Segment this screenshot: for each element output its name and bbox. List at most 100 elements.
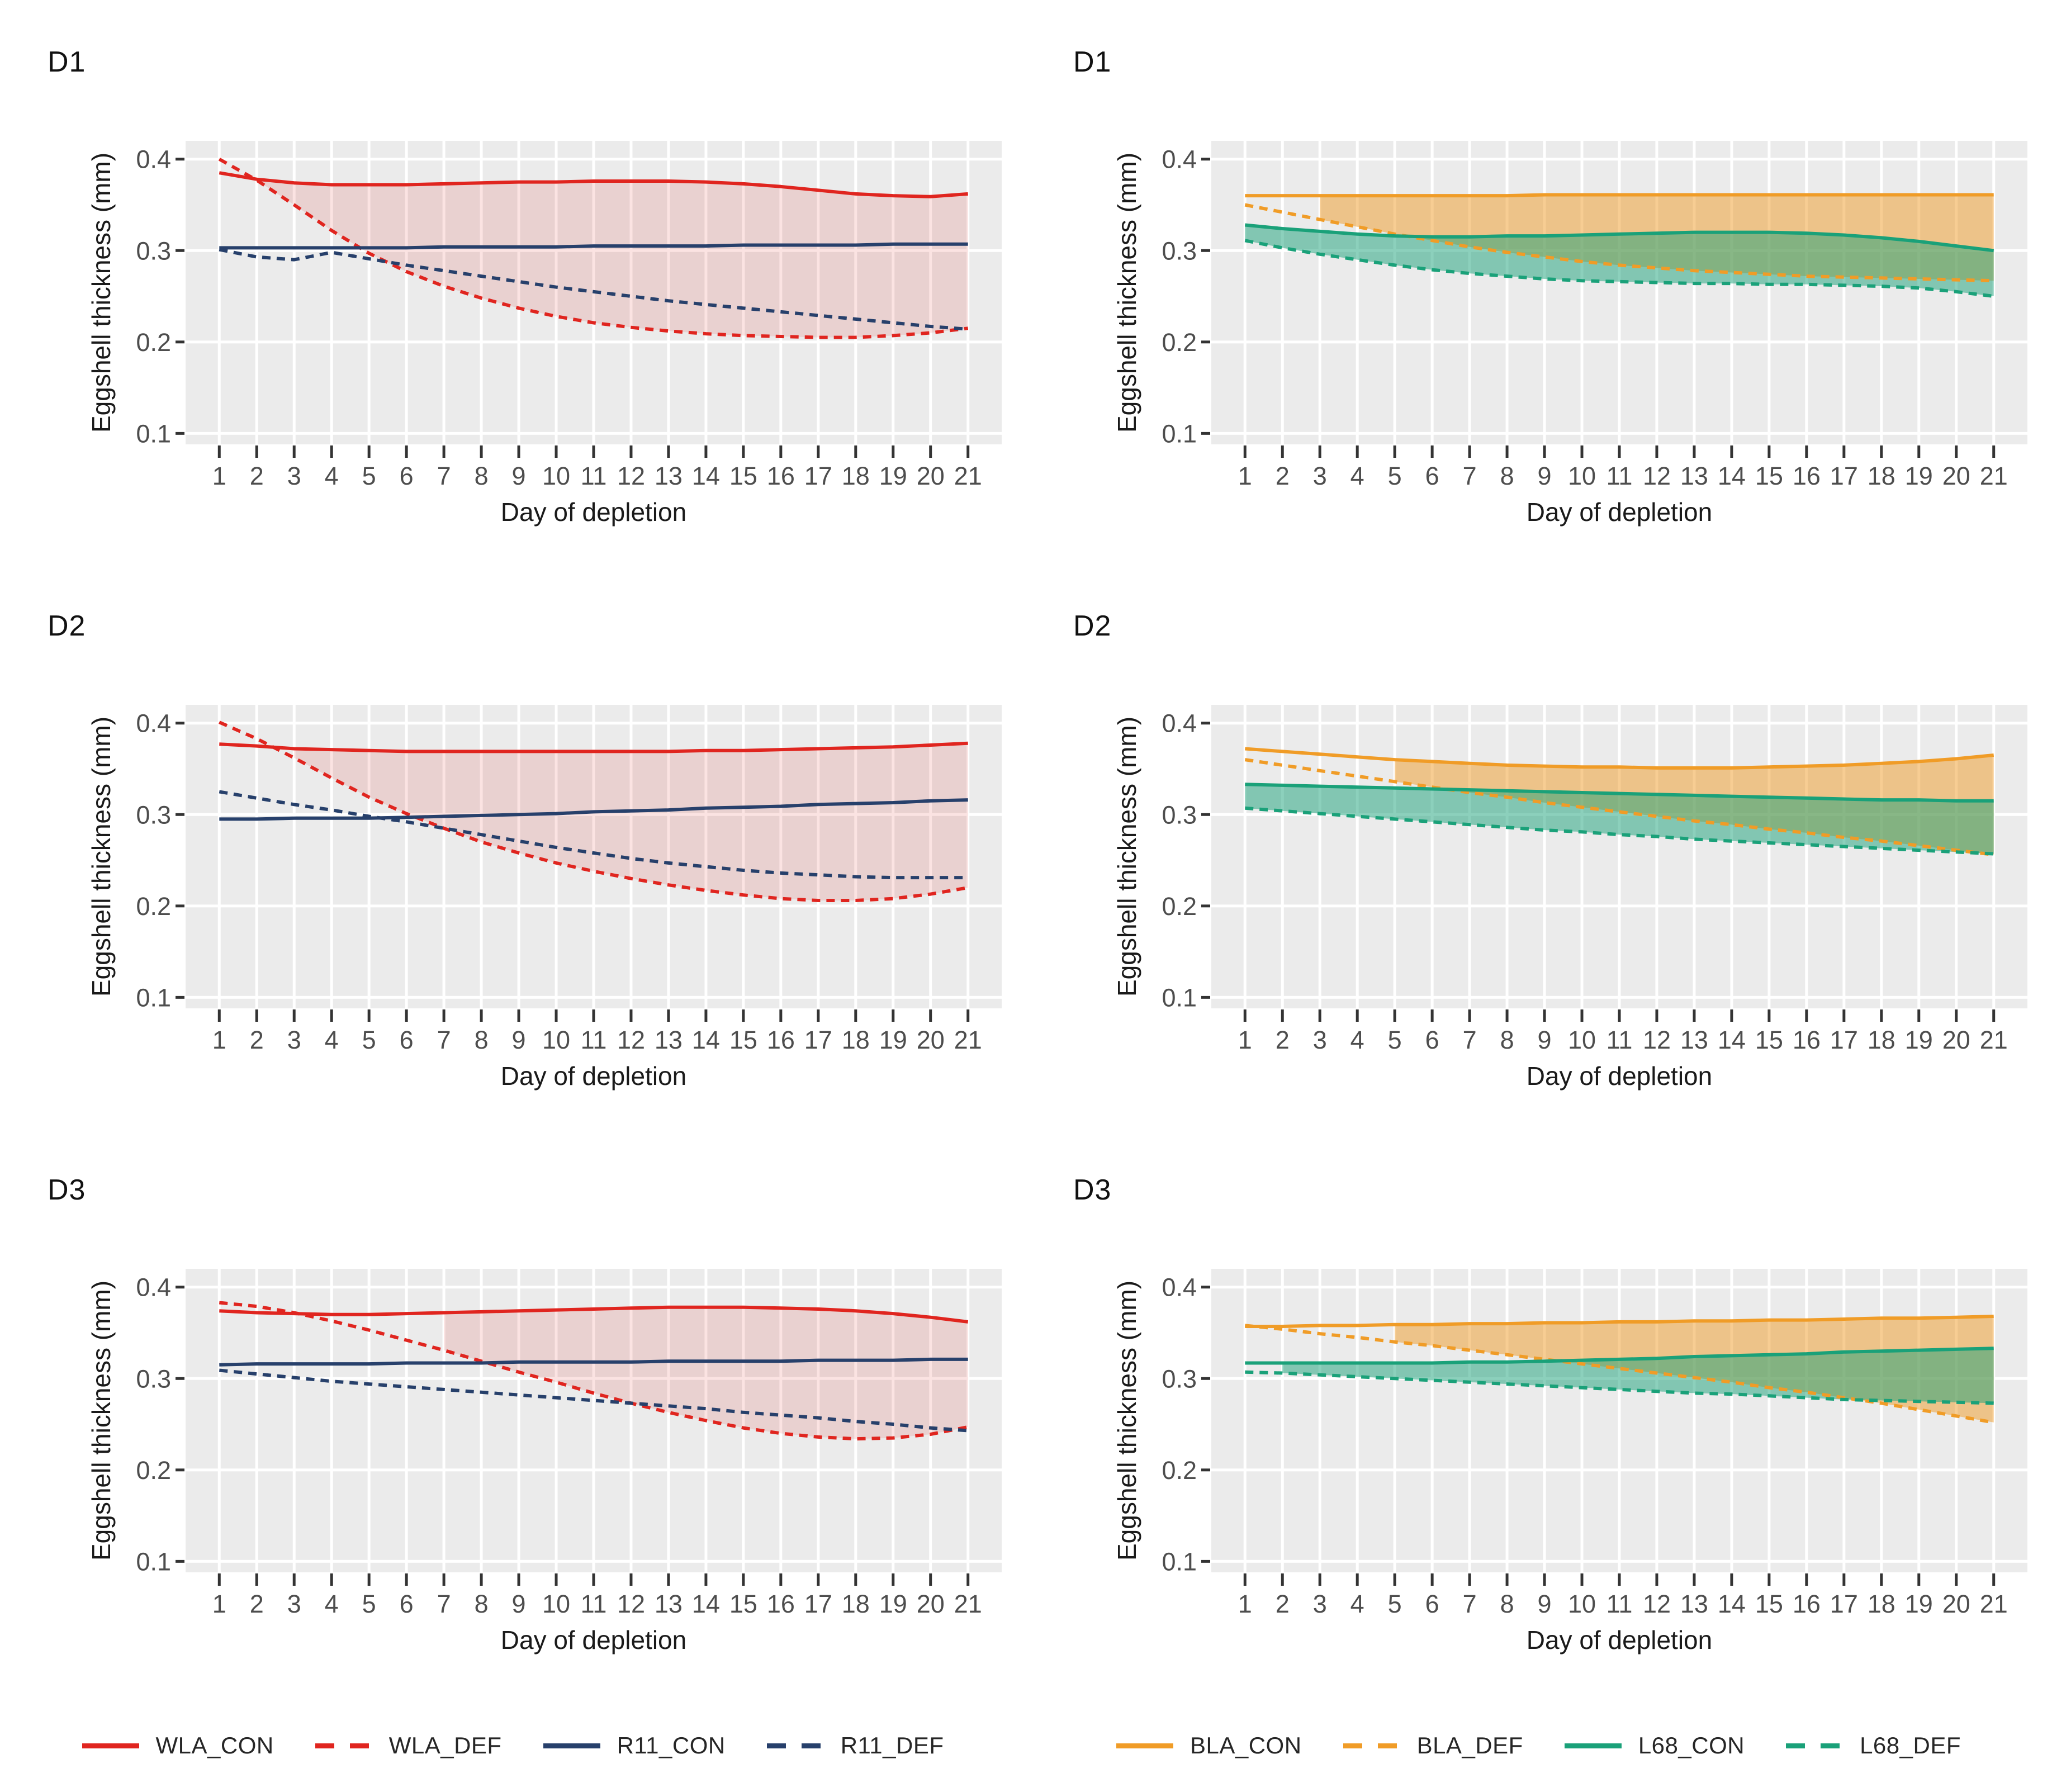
y-tick-label: 0.4 [136, 145, 171, 174]
solid-line-swatch-icon [82, 1743, 139, 1748]
legend-label: BLA_CON [1190, 1732, 1302, 1758]
x-tick-label: 5 [362, 462, 376, 490]
chart-panel-d3-right: D3 Eggshell thickness (mm) 0.1 0.2 0.3 0.4 1… [1026, 1174, 2051, 1655]
x-tick-label: 17 [804, 1026, 832, 1054]
series-L68_DEF [1245, 806, 1994, 856]
series-BLA_CON [1245, 193, 1994, 198]
x-axis-label: Day of depletion [1526, 1625, 1713, 1654]
series-L68_DEF [1244, 239, 1994, 298]
y-tick-label: 0.3 [136, 800, 171, 829]
axis-ticks: 0.10.20.30.41 2 3 4 5 6 7 8 9 10 11 12 13 14 15 16 17 18 1… [136, 709, 982, 1054]
left-column: D1 Eggshell thickness (mm) 0.1 0.2 0.3 0.4 1… [0, 46, 1026, 1759]
x-tick-label: 18 [842, 1590, 870, 1618]
ribbon-wla [257, 179, 968, 338]
series-BLA_CON [1245, 747, 1994, 770]
x-tick-label: 21 [954, 462, 982, 490]
series-R11_CON [219, 798, 968, 821]
x-tick-label: 16 [1793, 462, 1821, 490]
x-tick-label: 21 [1980, 1590, 2008, 1618]
x-tick-label: 3 [287, 1590, 301, 1618]
panel-title: D2 [1073, 610, 1112, 642]
y-axis-label: Eggshell thickness (mm) [1112, 716, 1141, 997]
x-tick-label: 5 [1388, 462, 1402, 490]
x-tick-label: 18 [1868, 1026, 1895, 1054]
x-tick-label: 13 [655, 1026, 683, 1054]
x-tick-label: 8 [475, 1590, 489, 1618]
x-tick-label: 9 [1538, 1026, 1552, 1054]
ribbon-wla [294, 743, 968, 900]
plot-area: 0.10.20.30.41 2 3 4 5 6 7 8 9 10 11 12 13 14 15 16 17 18 1… [1162, 705, 2027, 1054]
series-WLA_DEF [219, 720, 969, 902]
series-lines [1244, 747, 1994, 857]
plot-area: 0.10.20.30.41 2 3 4 5 6 7 8 9 10 11 12 13 14 15 16 17 18 1… [1162, 1269, 2027, 1618]
x-tick-label: 6 [400, 1590, 414, 1618]
x-tick-label: 9 [512, 1026, 526, 1054]
series-BLA_DEF [1244, 758, 1994, 857]
panel-title: D3 [48, 1174, 86, 1206]
x-tick-label: 15 [1755, 1026, 1783, 1054]
axis-ticks: 0.10.20.30.41 2 3 4 5 6 7 8 9 10 11 12 13 14 15 16 17 18 1… [1162, 145, 2007, 490]
legend-right: BLA_CON BLA_DEF L68_CON L68_DEF [1026, 1732, 2051, 1759]
x-tick-label: 14 [692, 1590, 720, 1618]
y-tick-label: 0.2 [1162, 1456, 1197, 1485]
x-tick-label: 1 [1238, 1590, 1252, 1618]
series-R11_DEF [219, 1368, 968, 1433]
ribbon-l68 [1245, 784, 1994, 854]
x-tick-label: 10 [542, 462, 570, 490]
x-axis-label: Day of depletion [1526, 497, 1713, 527]
x-tick-label: 11 [581, 1026, 607, 1054]
x-tick-label: 13 [1680, 1026, 1708, 1054]
x-tick-label: 18 [1868, 462, 1895, 490]
x-tick-label: 5 [1388, 1026, 1402, 1054]
legend-item-r11_def: R11_DEF [766, 1732, 944, 1759]
x-tick-label: 17 [1830, 1026, 1858, 1054]
series-lines [219, 1301, 969, 1441]
x-tick-label: 18 [1868, 1590, 1895, 1618]
x-tick-label: 3 [1313, 462, 1327, 490]
ribbons [1245, 195, 1994, 296]
x-tick-label: 1 [212, 1590, 226, 1618]
x-tick-label: 20 [1942, 462, 1970, 490]
y-tick-label: 0.3 [1162, 1364, 1197, 1393]
legend-item-r11_con: R11_CON [543, 1732, 726, 1759]
y-tick-label: 0.2 [136, 328, 171, 357]
x-tick-label: 8 [475, 1026, 489, 1054]
x-tick-label: 21 [954, 1590, 982, 1618]
series-WLA_CON [219, 741, 968, 753]
chart-panel-d1-left: D1 Eggshell thickness (mm) 0.1 0.2 0.3 0.4 1… [0, 46, 1026, 527]
x-tick-label: 12 [1643, 1026, 1671, 1054]
y-tick-label: 0.1 [1162, 419, 1197, 448]
x-tick-label: 5 [1388, 1590, 1402, 1618]
x-tick-label: 12 [617, 462, 645, 490]
ribbon-l68 [1245, 225, 1994, 296]
y-tick-label: 0.1 [1162, 1547, 1197, 1576]
x-tick-label: 12 [617, 1590, 645, 1618]
x-tick-label: 14 [692, 1026, 720, 1054]
x-tick-label: 21 [1980, 462, 2008, 490]
x-tick-label: 19 [1905, 1590, 1933, 1618]
solid-line-swatch-icon [1564, 1743, 1622, 1748]
x-tick-label: 20 [917, 1026, 945, 1054]
series-WLA_DEF [218, 158, 969, 339]
x-tick-label: 12 [617, 1026, 645, 1054]
gridlines [186, 1269, 1002, 1572]
x-tick-label: 11 [1606, 1590, 1633, 1618]
legend-item-bla_con: BLA_CON [1116, 1732, 1302, 1759]
x-tick-label: 4 [1350, 1026, 1364, 1054]
x-tick-label: 7 [437, 1026, 451, 1054]
x-tick-label: 14 [692, 462, 720, 490]
x-tick-label: 5 [362, 1590, 376, 1618]
series-WLA_CON [219, 171, 968, 198]
x-tick-label: 4 [325, 462, 339, 490]
y-tick-label: 0.2 [1162, 892, 1197, 921]
x-tick-label: 13 [655, 1590, 683, 1618]
x-tick-label: 4 [325, 1026, 339, 1054]
x-tick-label: 10 [1568, 1590, 1596, 1618]
legend-label: BLA_DEF [1416, 1732, 1523, 1758]
x-tick-label: 12 [1643, 462, 1671, 490]
x-tick-label: 9 [1538, 1590, 1552, 1618]
y-tick-label: 0.2 [136, 892, 171, 921]
x-tick-label: 2 [1276, 1590, 1290, 1618]
dashed-line-swatch-icon [1343, 1743, 1400, 1748]
x-tick-label: 16 [1793, 1026, 1821, 1054]
